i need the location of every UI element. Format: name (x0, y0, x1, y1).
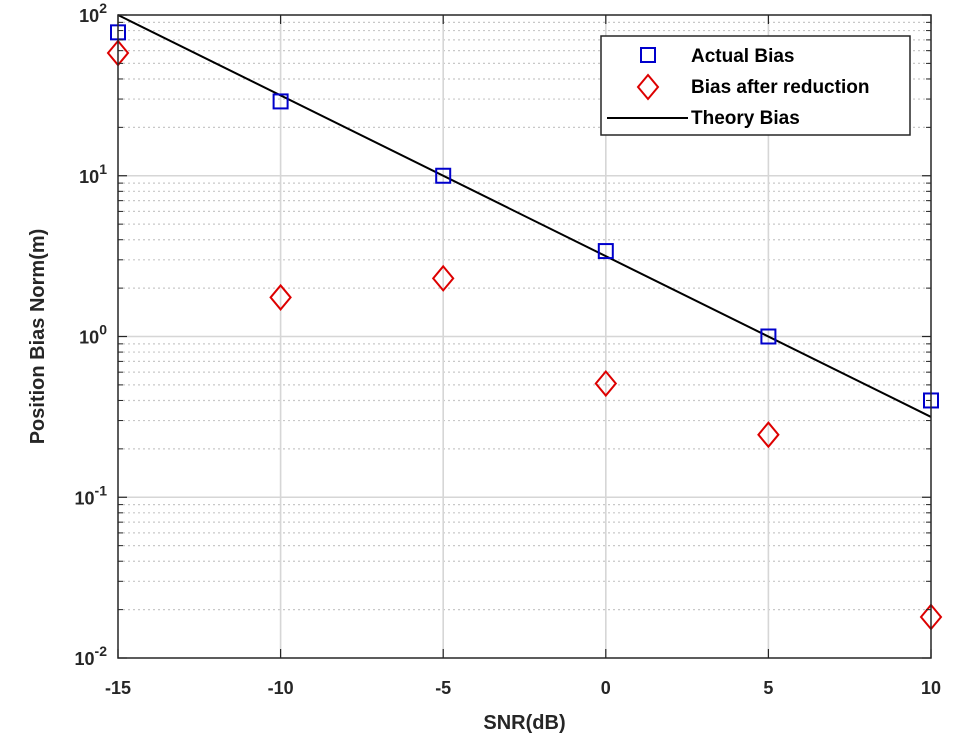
x-tick-label: -5 (435, 678, 451, 698)
bias-after-reduction-marker (269, 283, 292, 311)
y-tick-label: 102 (79, 0, 107, 26)
x-tick-label: -15 (105, 678, 131, 698)
actual-bias-marker (435, 167, 452, 184)
y-tick-label: 101 (79, 161, 107, 187)
tick-marks (117, 14, 932, 659)
bias-after-reduction-marker (757, 421, 780, 449)
actual-bias-marker (760, 328, 777, 345)
x-tick-label: 5 (763, 678, 773, 698)
actual-bias-marker (272, 93, 289, 110)
y-axis-label: Position Bias Norm(m) (27, 229, 49, 445)
theory-bias-line (117, 14, 932, 418)
actual-bias-marker (597, 243, 614, 260)
y-tick-label: 100 (79, 322, 107, 348)
legend: Actual Bias Bias after reduction Theory … (600, 35, 911, 136)
x-tick-label: 10 (921, 678, 941, 698)
bias-after-reduction-marker (431, 264, 455, 292)
x-tick-label: -10 (268, 678, 294, 698)
y-tick-labels: 10-2 10-1 100 101 102 (75, 0, 108, 669)
legend-label-actual-bias: Actual Bias (691, 46, 794, 67)
bias-after-reduction-marker (594, 369, 618, 398)
y-tick-label: 10-2 (75, 643, 108, 669)
legend-label-bias-after-reduction: Bias after reduction (691, 77, 869, 98)
x-axis-label: SNR(dB) (483, 712, 565, 734)
grid (118, 15, 931, 658)
x-tick-label: 0 (601, 678, 611, 698)
legend-label-theory-bias: Theory Bias (691, 108, 800, 129)
legend-square-marker (640, 47, 656, 63)
legend-diamond-marker (636, 73, 660, 101)
y-tick-label: 10-1 (75, 482, 108, 508)
x-tick-labels: -15 -10 -5 0 5 10 (105, 678, 941, 698)
theory-line-layer (117, 14, 932, 418)
